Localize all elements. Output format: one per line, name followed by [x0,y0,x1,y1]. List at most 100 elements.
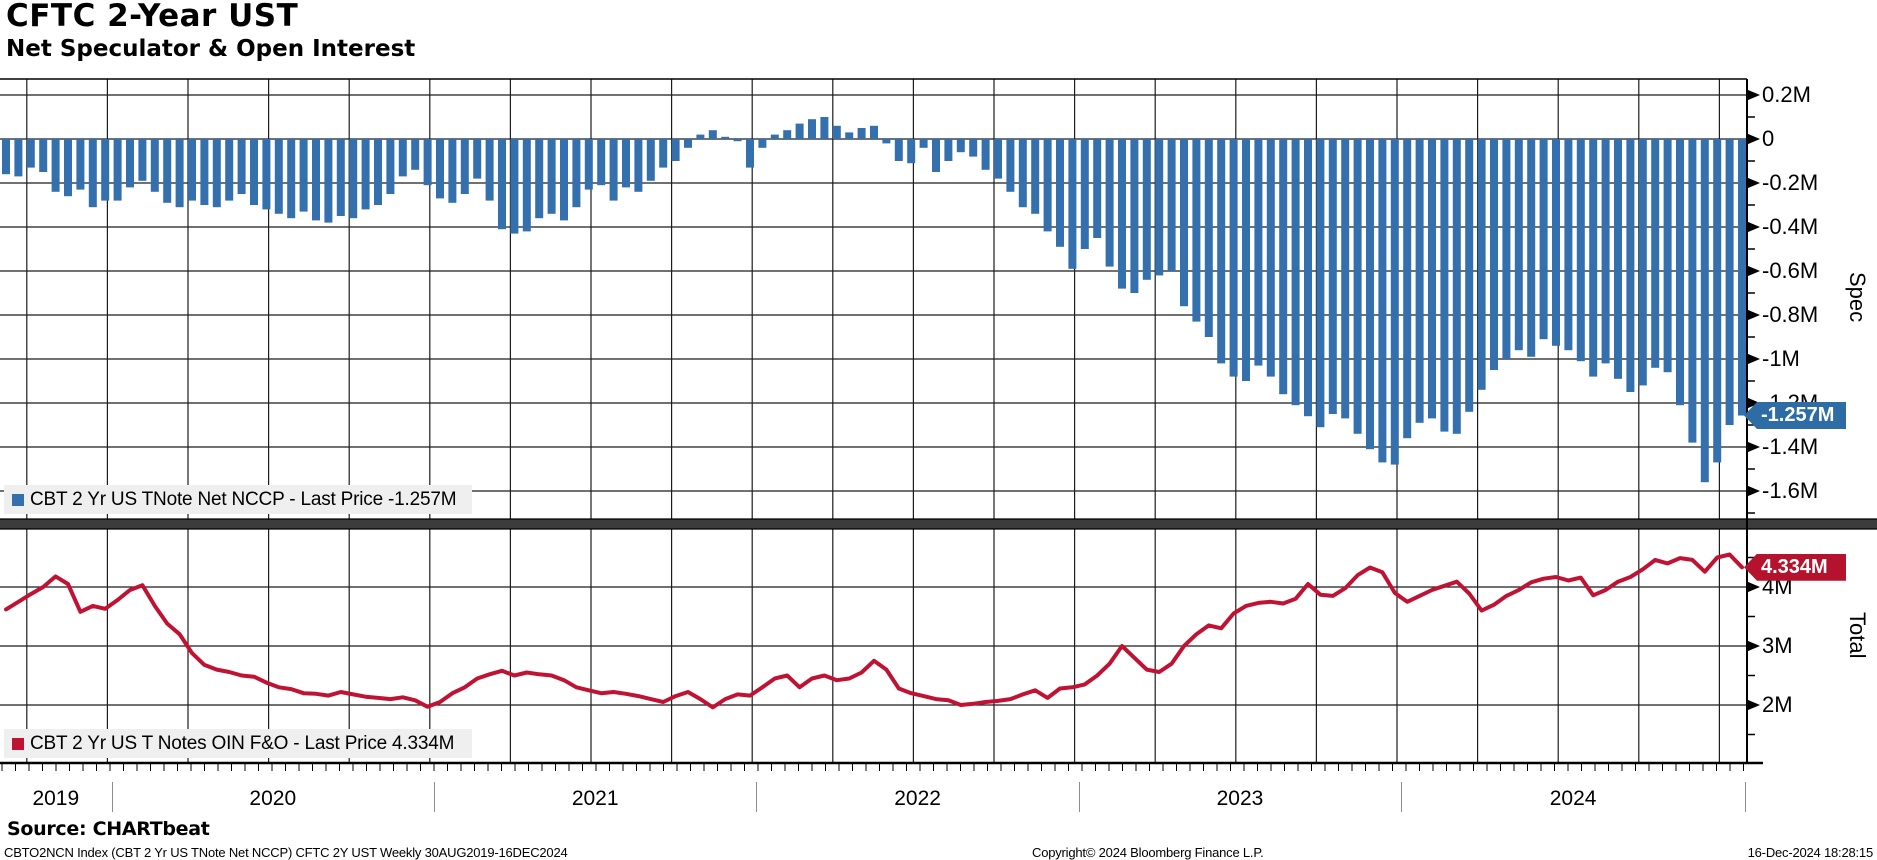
net-nccp-bar [1316,139,1325,428]
net-nccp-bar [1229,139,1238,377]
year-separator [1078,782,1080,812]
axis-tick-arrow-icon [1747,353,1760,365]
net-nccp-bar [808,119,816,139]
net-nccp-bar [1738,139,1746,416]
net-nccp-bar [1291,139,1300,406]
axis-tick-arrow-icon [1747,485,1760,497]
axis-tick-arrow-icon [1747,699,1760,711]
net-nccp-bar [1353,139,1362,434]
net-nccp-bar [932,139,940,172]
net-nccp-bar [870,125,878,139]
year-label: 2020 [249,787,297,810]
net-nccp-bar [832,125,841,139]
net-nccp-bar [746,139,754,168]
net-nccp-bar [1167,139,1176,271]
net-nccp-bar [398,139,407,177]
net-nccp-bar [1428,139,1436,419]
net-nccp-bar [597,139,606,186]
net-nccp-bar [287,139,296,219]
net-nccp-bar [51,139,60,192]
net-nccp-bar [1713,139,1722,463]
net-nccp-bar [1192,139,1201,322]
net-nccp-bar [1130,139,1139,293]
last-price-badge-total: 4.334M [1744,553,1846,581]
year-separator [756,782,758,812]
net-nccp-bar [225,139,234,201]
net-nccp-bar [956,139,965,153]
net-nccp-bar [274,139,283,214]
oin-line [4,552,1744,710]
net-nccp-bar [1700,139,1709,483]
net-nccp-bar [1564,139,1573,351]
year-label: 2023 [1216,787,1264,810]
net-nccp-bar [1204,139,1213,337]
net-nccp-bar [708,130,717,139]
spec-tick-label: -0.4M [1762,214,1819,239]
net-nccp-bar [1266,139,1275,377]
axis-tick-arrow-icon [1747,640,1760,652]
net-nccp-bar [646,139,655,181]
net-nccp-bar [1688,139,1697,443]
net-nccp-bar [1539,139,1548,340]
net-nccp-bar [882,139,891,144]
net-nccp-bar [436,139,444,199]
net-nccp-bar [64,139,72,197]
spec-tick-label: -0.6M [1762,258,1819,283]
net-nccp-bar [795,123,804,139]
net-nccp-bar [1403,139,1412,439]
net-nccp-bar [1304,139,1312,417]
net-nccp-bar [1080,139,1089,249]
net-nccp-bar [163,139,172,203]
net-nccp-bar [944,139,953,161]
net-nccp-bar [175,139,184,208]
net-nccp-bar [721,136,730,139]
net-nccp-bar [560,139,568,221]
net-nccp-bar [609,139,618,201]
net-nccp-bar [1056,139,1064,247]
net-nccp-bar [969,139,978,157]
net-nccp-bar [783,130,792,139]
axis-tick-arrow-icon [1747,89,1760,101]
year-label: 2022 [894,787,941,810]
net-nccp-bar [572,139,581,208]
last-price-badge-spec: -1.257M [1744,402,1846,430]
net-nccp-bar [1477,139,1486,390]
net-nccp-bar [1725,139,1734,425]
net-nccp-bar [324,139,333,223]
net-nccp-bar [200,139,209,205]
net-nccp-bar [88,139,97,208]
net-nccp-bar [634,139,643,192]
net-nccp-bar [1118,139,1126,289]
net-nccp-bar [1576,139,1585,362]
net-nccp-bar [1440,139,1449,432]
net-nccp-bar [622,139,630,188]
net-nccp-bar [14,139,23,177]
net-nccp-bar [250,139,258,205]
net-nccp-bar [1142,139,1151,280]
net-nccp-bar [188,139,196,201]
net-nccp-bar [1663,139,1672,373]
net-nccp-bar [411,139,420,170]
net-nccp-bar [1328,139,1337,414]
net-nccp-bar [535,139,544,219]
net-nccp-bar [584,139,593,190]
net-nccp-bar [1018,139,1027,208]
net-nccp-bar [460,139,469,194]
net-nccp-bar [349,139,358,219]
net-nccp-bar [659,139,668,168]
net-nccp-bar [857,128,866,139]
net-nccp-bar [1180,139,1188,307]
legend-net-nccp[interactable]: CBT 2 Yr US TNote Net NCCP - Last Price … [4,485,472,514]
net-nccp-bar [374,139,382,205]
net-nccp-bar [684,139,692,148]
footer-copyright: Copyright© 2024 Bloomberg Finance L.P. [1032,845,1264,860]
net-nccp-bar [1490,139,1498,370]
legend-oin[interactable]: CBT 2 Yr US T Notes OIN F&O - Last Price… [4,729,472,758]
net-nccp-bar [150,139,159,192]
legend-net-nccp-label: CBT 2 Yr US TNote Net NCCP - Last Price … [30,488,457,510]
net-nccp-bar [1626,139,1635,392]
net-nccp-bar [138,139,147,181]
net-nccp-bar [1341,139,1350,419]
net-nccp-bar [1415,139,1424,423]
